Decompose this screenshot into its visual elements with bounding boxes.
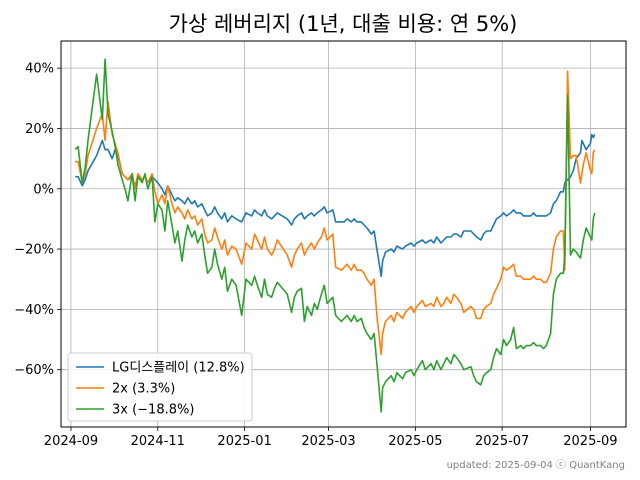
- legend-box: [67, 352, 253, 422]
- axis-ticks: 2024-09 2024-11 2025-01 2025-03 2025-05 2025-…: [14, 62, 617, 449]
- y-tick-label: 40%: [25, 62, 54, 77]
- plot-frame: [60, 40, 627, 428]
- series-line-2: [75, 70, 596, 356]
- x-tick-label: 2024-09: [44, 434, 98, 449]
- y-tick-label: −60%: [14, 363, 54, 378]
- y-tick-label: 0%: [33, 182, 54, 197]
- series-line-3: [74, 58, 596, 413]
- series-line-1: [75, 133, 596, 277]
- x-tick-label: 2025-03: [301, 434, 355, 449]
- chart-title: 가상 레버리지 (1년, 대출 비용: 연 5%): [169, 12, 518, 36]
- legend-label-2: 2x (3.3%): [112, 382, 175, 397]
- x-tick-label: 2025-01: [217, 434, 271, 449]
- x-tick-label: 2025-09: [563, 434, 617, 449]
- x-tick-label: 2025-05: [388, 434, 442, 449]
- x-tick-label: 2024-11: [131, 434, 185, 449]
- legend: LG디스플레이 (12.8%) 2x (3.3%) 3x (−18.8%): [67, 352, 253, 422]
- y-tick-label: 20%: [25, 122, 54, 137]
- footer-credit: updated: 2025-09-04 ⓒ QuantKang: [447, 459, 625, 471]
- series-lines: [74, 58, 596, 413]
- y-tick-label: −20%: [14, 243, 54, 258]
- x-tick-label: 2025-07: [475, 434, 529, 449]
- legend-label-1: LG디스플레이 (12.8%): [112, 361, 245, 376]
- y-tick-label: −40%: [14, 303, 54, 318]
- legend-label-3: 3x (−18.8%): [112, 403, 194, 418]
